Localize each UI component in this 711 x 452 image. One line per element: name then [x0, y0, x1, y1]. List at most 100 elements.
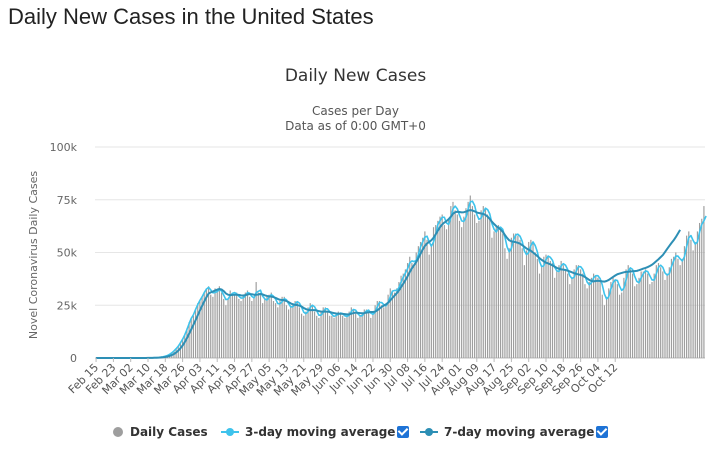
bar[interactable] [255, 282, 257, 358]
bar[interactable] [506, 258, 508, 358]
bar[interactable] [194, 309, 197, 358]
bar[interactable] [551, 263, 554, 358]
bar[interactable] [361, 313, 363, 358]
bar[interactable] [262, 303, 264, 358]
bar[interactable] [435, 225, 437, 358]
bar[interactable] [677, 258, 679, 358]
legend-daily-cases[interactable]: Daily Cases [113, 422, 208, 442]
bar[interactable] [290, 307, 292, 358]
bar[interactable] [288, 309, 290, 358]
bar[interactable] [303, 315, 305, 358]
bar[interactable] [316, 315, 318, 358]
bar[interactable] [272, 301, 275, 358]
bar[interactable] [614, 279, 616, 358]
bar[interactable] [441, 214, 443, 358]
bar[interactable] [383, 307, 385, 358]
bar[interactable] [560, 260, 562, 358]
bar[interactable] [657, 263, 660, 358]
bar[interactable] [437, 220, 439, 358]
bar[interactable] [223, 298, 225, 358]
bar[interactable] [634, 286, 636, 358]
bar[interactable] [443, 225, 445, 358]
bar[interactable] [590, 277, 593, 358]
bar[interactable] [417, 246, 419, 358]
bar[interactable] [582, 273, 584, 358]
bar[interactable] [318, 317, 320, 358]
bar[interactable] [474, 214, 476, 358]
bar[interactable] [586, 288, 588, 358]
bar[interactable] [655, 265, 657, 358]
bar[interactable] [538, 273, 541, 358]
bar[interactable] [346, 315, 348, 358]
bar[interactable] [478, 220, 480, 358]
bar[interactable] [244, 292, 246, 358]
bar[interactable] [530, 239, 532, 358]
bar[interactable] [275, 303, 277, 358]
bar[interactable] [463, 216, 465, 358]
bar[interactable] [601, 294, 603, 358]
bar[interactable] [324, 307, 326, 358]
bar[interactable] [644, 269, 647, 358]
bar[interactable] [536, 258, 538, 358]
bar[interactable] [625, 269, 627, 358]
bar[interactable] [387, 294, 389, 358]
bar[interactable] [342, 315, 344, 358]
bar[interactable] [612, 277, 614, 358]
bar[interactable] [703, 206, 705, 358]
bar[interactable] [359, 315, 361, 358]
bar[interactable] [370, 317, 372, 358]
bar[interactable] [497, 225, 500, 358]
bar[interactable] [179, 342, 182, 358]
bar[interactable] [182, 339, 184, 358]
bar[interactable] [610, 282, 612, 358]
bar[interactable] [281, 296, 283, 358]
bar[interactable] [238, 298, 240, 358]
legend-7day-average[interactable]: 7-day moving average [420, 422, 594, 442]
bar[interactable] [450, 206, 452, 358]
bar[interactable] [515, 233, 517, 358]
bar[interactable] [309, 303, 311, 358]
bar[interactable] [701, 218, 703, 358]
bar[interactable] [593, 273, 595, 358]
bar[interactable] [523, 265, 525, 358]
bar[interactable] [268, 294, 270, 358]
bar[interactable] [445, 229, 448, 358]
bar[interactable] [545, 254, 547, 358]
bar[interactable] [543, 256, 545, 358]
bar[interactable] [305, 311, 307, 358]
bar[interactable] [588, 282, 590, 358]
bar[interactable] [541, 267, 543, 358]
bar[interactable] [696, 231, 699, 358]
bar[interactable] [471, 206, 474, 358]
bar[interactable] [240, 301, 242, 358]
bar[interactable] [519, 239, 521, 358]
bar[interactable] [264, 298, 266, 358]
bar[interactable] [499, 229, 502, 358]
bar[interactable] [554, 277, 556, 358]
bar[interactable] [249, 296, 251, 358]
bar[interactable] [528, 241, 530, 358]
bar[interactable] [556, 271, 558, 358]
bar[interactable] [510, 237, 512, 358]
bar[interactable] [424, 231, 426, 358]
bar[interactable] [233, 294, 236, 358]
bar[interactable] [393, 292, 396, 358]
avg7-checkbox[interactable] [596, 426, 608, 438]
bar[interactable] [199, 301, 201, 358]
bar[interactable] [666, 273, 668, 358]
bar[interactable] [577, 265, 580, 358]
bar[interactable] [562, 265, 564, 358]
bar[interactable] [207, 286, 210, 358]
avg3-checkbox[interactable] [397, 426, 409, 438]
bar[interactable] [430, 244, 432, 358]
bar[interactable] [532, 244, 534, 358]
bar[interactable] [454, 210, 456, 358]
bar[interactable] [621, 292, 623, 358]
bar[interactable] [597, 277, 599, 358]
bar[interactable] [415, 252, 417, 359]
bar[interactable] [517, 235, 519, 358]
bar[interactable] [188, 322, 190, 358]
bar[interactable] [229, 290, 231, 358]
bar[interactable] [662, 271, 664, 358]
bar[interactable] [216, 290, 218, 358]
